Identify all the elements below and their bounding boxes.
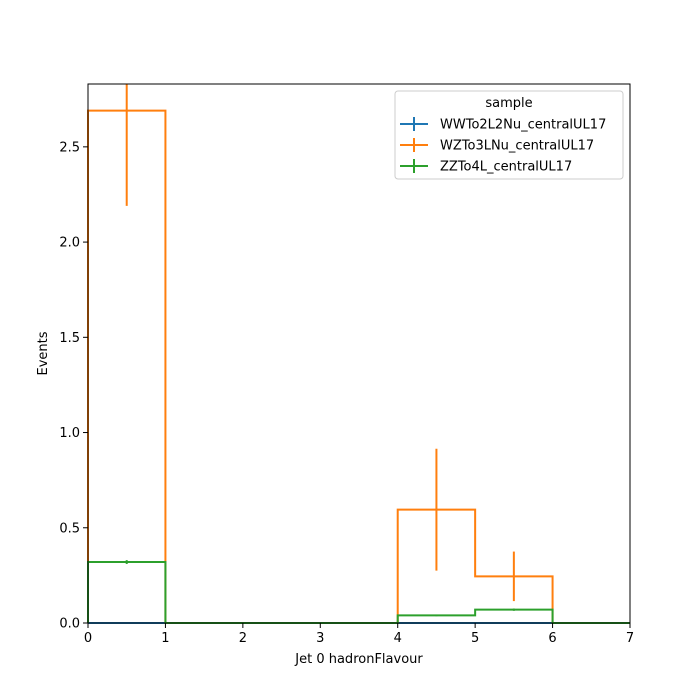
x-tick-label: 7 <box>626 631 634 646</box>
legend-entry: WWTo2L2Nu_centralUL17 <box>400 117 606 133</box>
y-tick-label: 2.5 <box>59 140 80 155</box>
y-tick-label: 0.0 <box>59 617 80 632</box>
legend-entry: ZZTo4L_centralUL17 <box>400 159 572 175</box>
plot-frame <box>87 83 631 624</box>
y-axis: 0.0 0.5 1.0 1.5 2.0 2.5 <box>59 140 88 632</box>
x-tick-label: 0 <box>84 631 92 646</box>
x-tick-label: 1 <box>161 631 169 646</box>
x-tick-label: 2 <box>239 631 247 646</box>
legend-entry: WZTo3LNu_centralUL17 <box>400 138 594 154</box>
x-tick-label: 4 <box>394 631 402 646</box>
x-tick-label: 6 <box>548 631 556 646</box>
y-tick-label: 1.5 <box>59 331 80 346</box>
legend: sample WWTo2L2Nu_centralUL17 WZTo3LNu_cen… <box>394 90 624 180</box>
y-axis-label: Events <box>36 331 51 375</box>
legend-label: WWTo2L2Nu_centralUL17 <box>440 118 606 133</box>
y-tick-label: 1.0 <box>59 426 80 441</box>
y-tick-label: 2.0 <box>59 236 80 251</box>
x-axis: 0 1 2 3 4 5 6 7 <box>84 623 634 646</box>
y-tick-label: 0.5 <box>59 521 80 536</box>
x-tick-label: 5 <box>471 631 479 646</box>
legend-title: sample <box>485 96 532 111</box>
legend-label: ZZTo4L_centralUL17 <box>440 160 572 175</box>
legend-box <box>394 90 624 180</box>
legend-label: WZTo3LNu_centralUL17 <box>440 139 594 154</box>
x-tick-label: 3 <box>316 631 324 646</box>
x-axis-label: Jet 0 hadronFlavour <box>294 652 423 667</box>
